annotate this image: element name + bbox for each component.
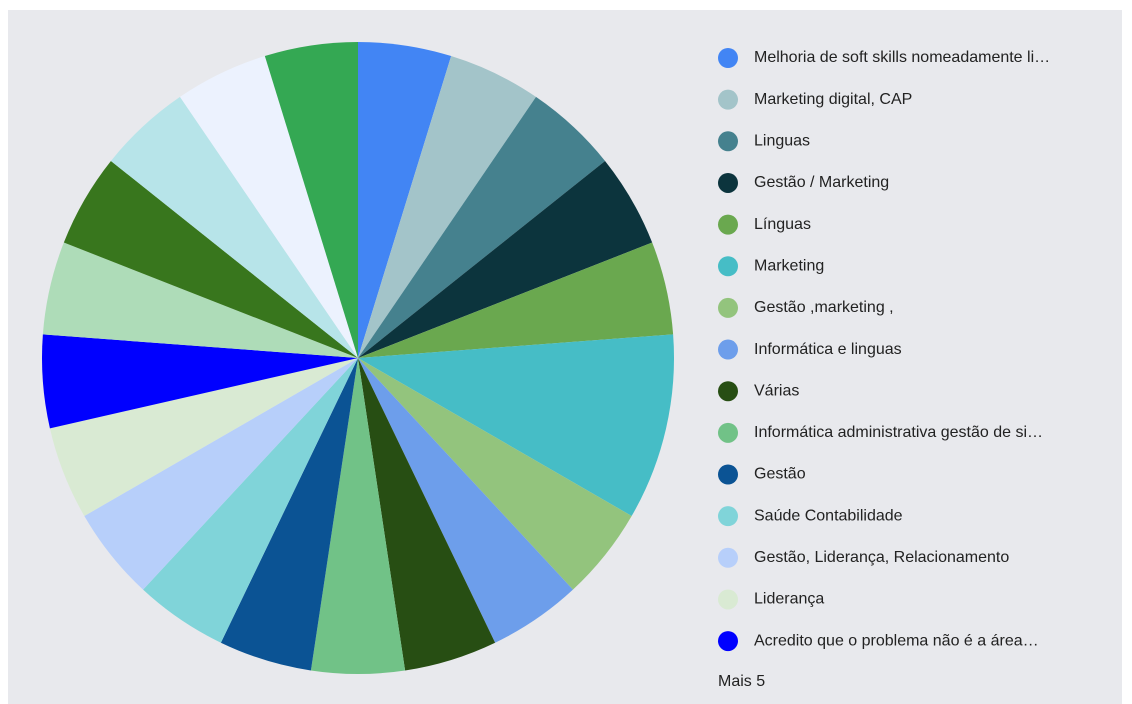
legend-label: Liderança [754,591,824,608]
pie-slice [358,56,537,358]
legend-swatch [718,297,738,318]
legend-swatch [718,131,738,152]
pie-slice [179,56,358,358]
legend-swatch [718,506,738,527]
legend-swatch [718,89,738,110]
pie-slice [264,42,358,358]
legend-label: Marketing digital, CAP [754,91,912,108]
pie-slice [358,358,573,643]
legend-swatch [718,589,738,610]
legend-swatch [718,464,738,485]
legend-label: Acredito que o problema não é a área… [754,632,1039,649]
pie-slice [42,334,358,429]
pie-slice [358,358,632,590]
legend-label: Informática e linguas [754,341,902,358]
pie-slice [63,160,358,358]
pie-slice [358,358,496,671]
legend-label: Gestão, Liderança, Relacionamento [754,549,1009,566]
legend-label: Informática administrativa gestão de si… [754,424,1043,441]
legend-swatch [718,339,738,360]
pie-slice [310,358,406,674]
legend-swatch [718,256,738,277]
pie-slice [358,242,674,358]
legend-label: Linguas [754,133,810,150]
pie-slice [358,42,452,358]
legend-more[interactable]: Mais 5 [718,673,765,690]
legend-swatch [718,172,738,193]
legend-label: Marketing [754,257,824,274]
legend-label: Línguas [754,216,811,233]
legend-label: Gestão / Marketing [754,174,889,191]
legend-label: Gestão [754,466,806,483]
pie-slice [143,358,358,643]
pie-slice [358,160,653,358]
legend-swatch [718,381,738,402]
legend-swatch [718,214,738,235]
legend-label: Várias [754,382,799,399]
legend-swatch [718,547,738,568]
legend-label: Melhoria de soft skills nomeadamente li… [754,49,1050,66]
pie-slice [358,96,606,359]
pie-slice [358,334,674,516]
pie-slice [49,358,358,516]
pie-slice [42,242,358,358]
pie-slice [110,96,358,359]
pie-slice [84,358,359,590]
pie-slice [220,358,358,671]
legend-swatch [718,48,738,68]
legend-swatch [718,422,738,443]
legend-label: Saúde Contabilidade [754,507,903,524]
legend-swatch [718,631,738,652]
legend-label: Gestão ,marketing , [754,299,894,316]
